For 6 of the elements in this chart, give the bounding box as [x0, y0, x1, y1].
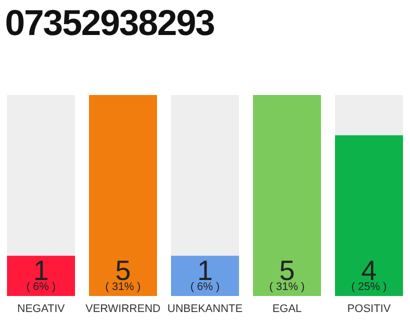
x-tick-label: POSITIV — [347, 302, 392, 315]
x-tick-label: UNBEKANNTE — [167, 302, 243, 315]
x-tick-label: EGAL — [272, 302, 302, 315]
x-tick-label: NEGATIV — [17, 302, 66, 315]
chart-title: 07352938293 — [5, 2, 214, 44]
x-tick-label: VERWIRREND — [86, 302, 161, 315]
